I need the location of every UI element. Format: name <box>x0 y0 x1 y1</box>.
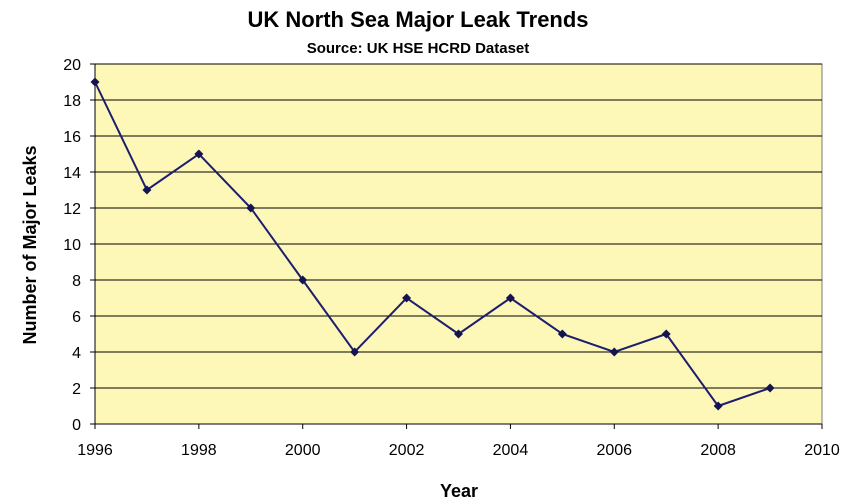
data-point-2004 <box>505 293 515 303</box>
x-tick-label-2002: 2002 <box>389 442 425 459</box>
y-tick-label-0: 0 <box>72 417 81 434</box>
y-tick-label-2: 2 <box>72 381 81 398</box>
chart-title: UK North Sea Major Leak Trends <box>247 7 588 32</box>
data-point-2008 <box>713 401 723 411</box>
x-tick-label-2008: 2008 <box>700 442 736 459</box>
data-point-1998 <box>194 149 204 159</box>
chart-subtitle: Source: UK HSE HCRD Dataset <box>307 40 530 57</box>
x-tick-label-2006: 2006 <box>596 442 632 459</box>
y-tick-label-8: 8 <box>72 273 81 290</box>
y-tick-label-18: 18 <box>63 93 81 110</box>
y-tick-label-20: 20 <box>63 57 81 74</box>
y-tick-label-6: 6 <box>72 309 81 326</box>
series-line-0 <box>94 81 771 408</box>
x-axis-ticks: 1996 1998 2000 2002 2004 2006 2008 2010 <box>77 424 840 459</box>
data-point-1999 <box>246 203 256 213</box>
gridlines <box>95 63 822 389</box>
data-point-2001 <box>350 347 360 357</box>
data-point-2006 <box>609 347 619 357</box>
x-tick-label-2000: 2000 <box>285 442 321 459</box>
y-tick-label-4: 4 <box>72 345 81 362</box>
x-axis-label: Year <box>440 481 478 501</box>
data-point-2003 <box>454 329 463 339</box>
data-point-2002 <box>402 293 412 303</box>
y-tick-label-12: 12 <box>63 201 81 218</box>
data-point-1997 <box>142 185 152 195</box>
y-tick-label-10: 10 <box>63 237 81 254</box>
data-point-2005 <box>557 329 567 339</box>
x-tick-label-1996: 1996 <box>77 442 113 459</box>
y-axis-ticks: 0 2 4 6 8 10 12 14 16 18 20 <box>63 57 95 434</box>
x-tick-label-2010: 2010 <box>804 442 840 459</box>
x-tick-label-1998: 1998 <box>181 442 217 459</box>
data-point-2009 <box>765 383 775 393</box>
y-tick-label-16: 16 <box>63 129 81 146</box>
x-tick-label-2004: 2004 <box>493 442 529 459</box>
data-point-2007 <box>661 329 671 339</box>
series-layer <box>90 77 775 411</box>
y-axis-label: Number of Major Leaks <box>20 145 40 344</box>
data-point-2000 <box>298 275 308 285</box>
data-point-1996 <box>90 77 100 87</box>
y-tick-label-14: 14 <box>63 165 81 182</box>
